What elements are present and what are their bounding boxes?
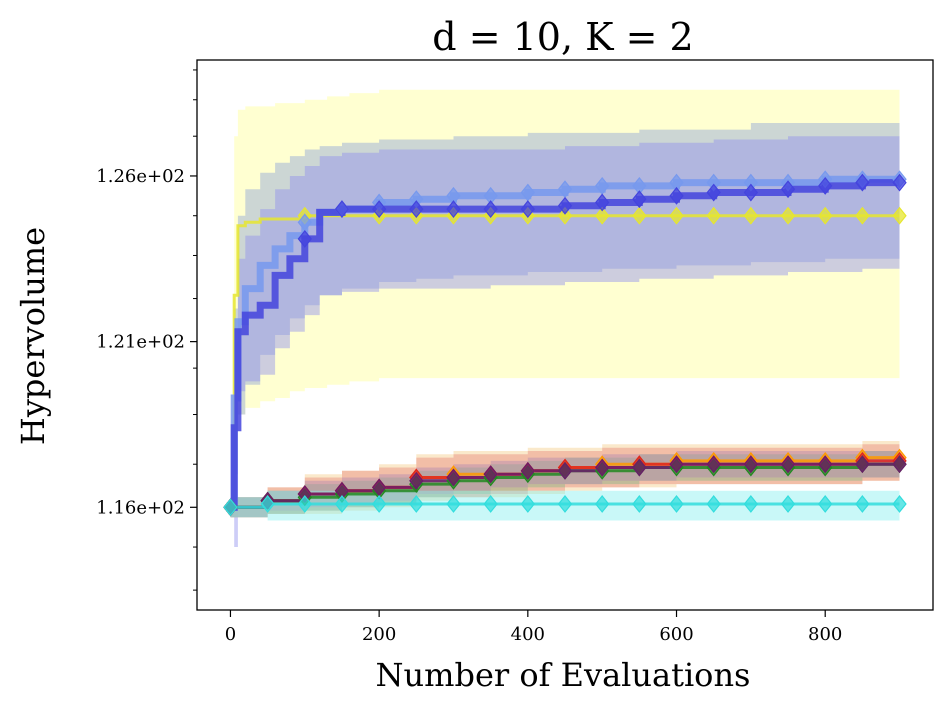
- marker-cyan-150: [334, 495, 350, 513]
- marker-yellow-850: [855, 206, 870, 225]
- marker-blue-350: [483, 200, 498, 219]
- marker-cyan-800: [818, 495, 833, 513]
- marker-cyan-500: [595, 495, 610, 513]
- marker-cyan-400: [520, 495, 535, 513]
- marker-blue-250: [409, 200, 424, 219]
- marker-cyan-750: [780, 495, 796, 513]
- marker-blue-900: [892, 173, 907, 192]
- marker-blue-100: [297, 229, 312, 248]
- marker-yellow-800: [818, 206, 833, 225]
- marker-blue-750: [780, 180, 796, 199]
- marker-cyan-550: [632, 495, 647, 513]
- marker-purple-450: [557, 461, 573, 480]
- marker-cyan-300: [446, 495, 461, 513]
- marker-cyan-650: [706, 495, 721, 513]
- marker-yellow-700: [743, 206, 759, 225]
- x-tick-label-400: 400: [511, 624, 545, 645]
- series-markers: [223, 170, 907, 517]
- marker-blue-200: [371, 200, 387, 219]
- x-axis-ticks: 0 200 400 600 800: [225, 610, 842, 645]
- x-tick-label-800: 800: [808, 624, 842, 645]
- marker-cyan-250: [409, 495, 424, 513]
- marker-blue-500: [595, 193, 610, 212]
- marker-purple-300: [446, 468, 461, 487]
- y-tick-label-126: 1.26e+02: [96, 166, 185, 187]
- marker-purple-850: [855, 455, 870, 474]
- marker-purple-900: [892, 455, 907, 474]
- x-tick-label-600: 600: [659, 624, 693, 645]
- marker-yellow-600: [669, 206, 684, 225]
- marker-yellow-750: [780, 206, 796, 225]
- marker-yellow-450: [557, 206, 573, 225]
- marker-blue-850: [855, 173, 870, 192]
- marker-purple-350: [483, 465, 498, 484]
- plot-area: [223, 89, 907, 547]
- marker-purple-550: [632, 458, 647, 477]
- marker-blue-800: [818, 176, 833, 195]
- marker-cyan-900: [892, 495, 907, 513]
- chart-title: d = 10, K = 2: [432, 15, 693, 59]
- marker-yellow-650: [706, 206, 721, 225]
- band-light-blue: [230, 123, 900, 514]
- marker-yellow-500: [595, 206, 610, 225]
- band-blue: [230, 136, 900, 547]
- marker-blue-550: [632, 190, 647, 209]
- marker-purple-500: [595, 458, 610, 477]
- marker-purple-400: [520, 461, 535, 480]
- marker-cyan-600: [669, 495, 684, 513]
- axes-frame: [196, 59, 934, 611]
- y-axis-label: Hypervolume: [14, 227, 52, 445]
- marker-purple-700: [743, 455, 759, 474]
- marker-purple-800: [818, 455, 833, 474]
- marker-blue-400: [520, 200, 535, 219]
- marker-blue-300: [446, 200, 461, 219]
- y-tick-label-121: 1.21e+02: [96, 332, 185, 353]
- marker-cyan-450: [557, 495, 573, 513]
- marker-blue-700: [743, 183, 759, 202]
- marker-blue-600: [669, 186, 684, 205]
- x-axis-label: Number of Evaluations: [376, 656, 751, 694]
- marker-purple-250: [409, 471, 424, 490]
- marker-cyan-0: [223, 498, 238, 517]
- marker-cyan-350: [483, 495, 498, 513]
- marker-yellow-900: [892, 206, 907, 225]
- band-yellow: [230, 89, 900, 518]
- marker-cyan-850: [855, 495, 870, 513]
- marker-blue-450: [557, 196, 573, 215]
- marker-cyan-50: [260, 495, 275, 513]
- marker-blue-650: [706, 183, 721, 202]
- marker-purple-750: [780, 455, 796, 474]
- marker-purple-600: [669, 455, 684, 474]
- marker-cyan-200: [371, 495, 387, 513]
- marker-yellow-550: [632, 206, 647, 225]
- marker-blue-150: [334, 200, 350, 219]
- y-axis-ticks: 1.16e+02 1.21e+02 1.26e+02: [96, 69, 197, 591]
- marker-cyan-100: [297, 495, 312, 513]
- x-tick-label-0: 0: [225, 624, 236, 645]
- marker-purple-650: [706, 455, 721, 474]
- marker-cyan-700: [743, 495, 759, 513]
- x-tick-label-200: 200: [362, 624, 396, 645]
- band-red: [230, 444, 900, 518]
- y-tick-label-116: 1.16e+02: [96, 497, 185, 518]
